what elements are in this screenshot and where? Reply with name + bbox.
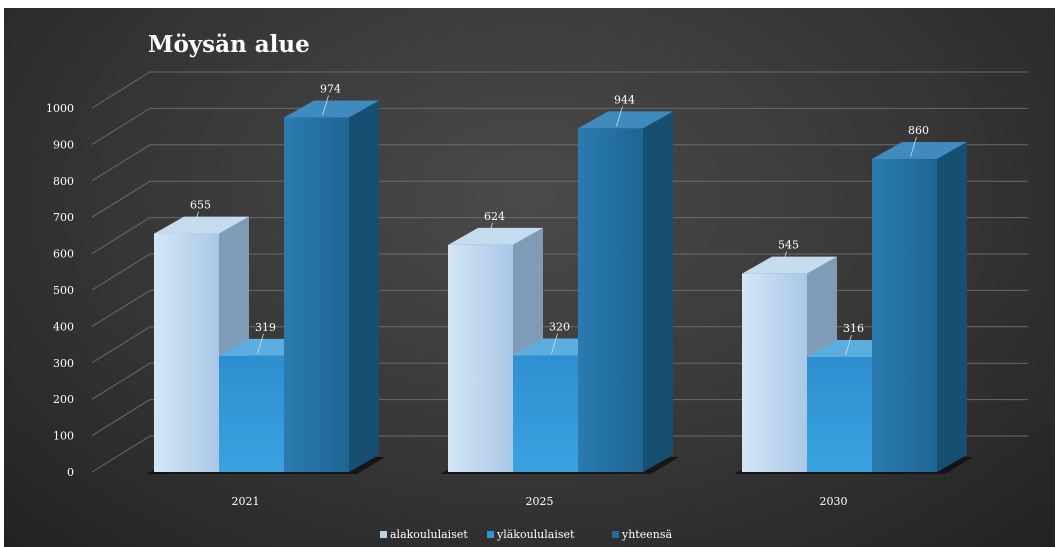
bar-top — [448, 227, 543, 245]
y-tick-label: 200 — [53, 393, 74, 406]
y-tick-label: 300 — [53, 357, 74, 370]
x-tick-label: 2021 — [232, 495, 260, 508]
legend-item: yläkoululaiset — [487, 528, 575, 541]
data-label: 944 — [614, 93, 635, 106]
x-tick-label: 2030 — [820, 495, 848, 508]
bar-top — [284, 100, 379, 118]
y-tick-label: 500 — [53, 284, 74, 297]
bar-front — [742, 273, 807, 472]
data-label-leader — [322, 95, 329, 116]
data-label: 655 — [190, 199, 211, 212]
gridline-diagonal — [91, 362, 151, 400]
y-tick-label: 800 — [53, 175, 74, 188]
y-tick-label: 100 — [53, 430, 74, 443]
gridline-diagonal — [91, 326, 151, 364]
data-label: 624 — [484, 210, 505, 223]
legend-item: alakoululaiset — [380, 528, 468, 541]
data-label-leader — [192, 211, 199, 232]
y-tick-label: 0 — [67, 466, 74, 479]
legend-swatch — [612, 531, 619, 538]
gridline-diagonal — [91, 435, 151, 473]
gridline-diagonal — [91, 399, 151, 437]
bar-side — [643, 111, 673, 472]
bar-front — [284, 117, 349, 473]
data-label-leader — [486, 222, 493, 243]
data-label: 545 — [778, 239, 799, 252]
gridline-diagonal — [91, 180, 151, 218]
bar-front — [872, 158, 937, 472]
x-tick-label: 2025 — [526, 495, 554, 508]
data-label-leader — [845, 334, 852, 356]
y-tick-label: 600 — [53, 248, 74, 261]
y-tick-label: 1000 — [46, 102, 74, 115]
y-tick-label: 400 — [53, 320, 74, 333]
y-tick-label: 900 — [53, 138, 74, 151]
bar-front — [807, 356, 872, 472]
legend-label: alakoululaiset — [390, 528, 468, 541]
chart-title: Möysän alue — [148, 31, 310, 58]
data-label-leader — [551, 333, 558, 354]
y-tick-label: 700 — [53, 211, 74, 224]
bar-top — [578, 111, 673, 129]
bar-front — [513, 355, 578, 472]
bar-front — [154, 233, 219, 472]
data-label-leader — [910, 136, 917, 158]
legend-item: yhteensä — [612, 528, 672, 541]
legend-swatch — [487, 531, 494, 538]
data-label: 319 — [255, 321, 276, 334]
data-label: 320 — [549, 321, 570, 334]
legend-label: yhteensä — [621, 528, 672, 541]
gridline-diagonal — [91, 289, 151, 327]
bar-top — [154, 216, 249, 234]
data-label-leader — [616, 106, 623, 127]
bar — [284, 100, 379, 473]
data-label-leader — [257, 333, 264, 354]
data-label: 316 — [843, 322, 864, 335]
gridline-diagonal — [91, 253, 151, 291]
data-label-leader — [780, 251, 787, 272]
bar-side — [937, 141, 967, 472]
bar-front — [578, 128, 643, 472]
data-label: 974 — [320, 82, 341, 95]
gridline-diagonal — [91, 71, 151, 109]
gridline-diagonal — [91, 217, 151, 255]
bar — [872, 141, 967, 472]
legend-label: yläkoululaiset — [496, 528, 575, 541]
data-label: 860 — [908, 124, 929, 137]
bar — [578, 111, 673, 472]
bar-top — [872, 141, 967, 159]
bar-side — [349, 100, 379, 473]
bar-front — [448, 244, 513, 472]
bar-top — [742, 256, 837, 274]
gridline-diagonal — [91, 144, 151, 182]
legend-swatch — [380, 531, 387, 538]
bar-front — [219, 355, 284, 472]
gridline-diagonal — [91, 107, 151, 145]
